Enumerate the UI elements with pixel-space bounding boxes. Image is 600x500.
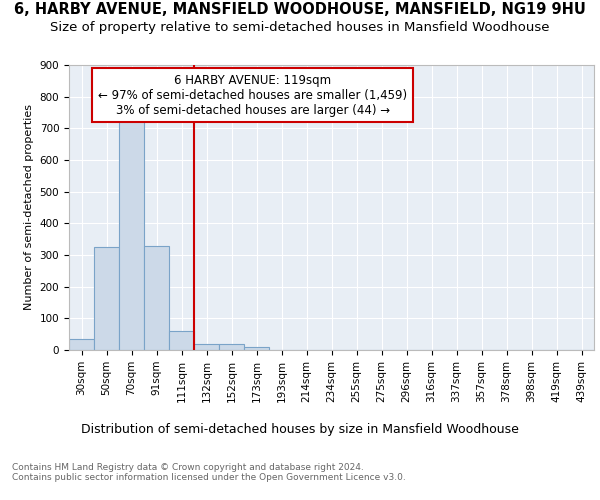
Text: 6, HARBY AVENUE, MANSFIELD WOODHOUSE, MANSFIELD, NG19 9HU: 6, HARBY AVENUE, MANSFIELD WOODHOUSE, MA…	[14, 2, 586, 18]
Text: Distribution of semi-detached houses by size in Mansfield Woodhouse: Distribution of semi-detached houses by …	[81, 422, 519, 436]
Text: Size of property relative to semi-detached houses in Mansfield Woodhouse: Size of property relative to semi-detach…	[50, 21, 550, 34]
Bar	[169, 331, 194, 350]
Bar	[69, 339, 94, 350]
Bar	[194, 344, 219, 350]
Bar	[244, 347, 269, 350]
Text: Contains HM Land Registry data © Crown copyright and database right 2024.
Contai: Contains HM Land Registry data © Crown c…	[12, 462, 406, 482]
Text: 6 HARBY AVENUE: 119sqm
← 97% of semi-detached houses are smaller (1,459)
3% of s: 6 HARBY AVENUE: 119sqm ← 97% of semi-det…	[98, 74, 407, 116]
Bar	[119, 114, 144, 350]
Bar	[219, 344, 244, 350]
Bar	[144, 246, 169, 350]
Bar	[94, 247, 119, 350]
Y-axis label: Number of semi-detached properties: Number of semi-detached properties	[24, 104, 34, 310]
